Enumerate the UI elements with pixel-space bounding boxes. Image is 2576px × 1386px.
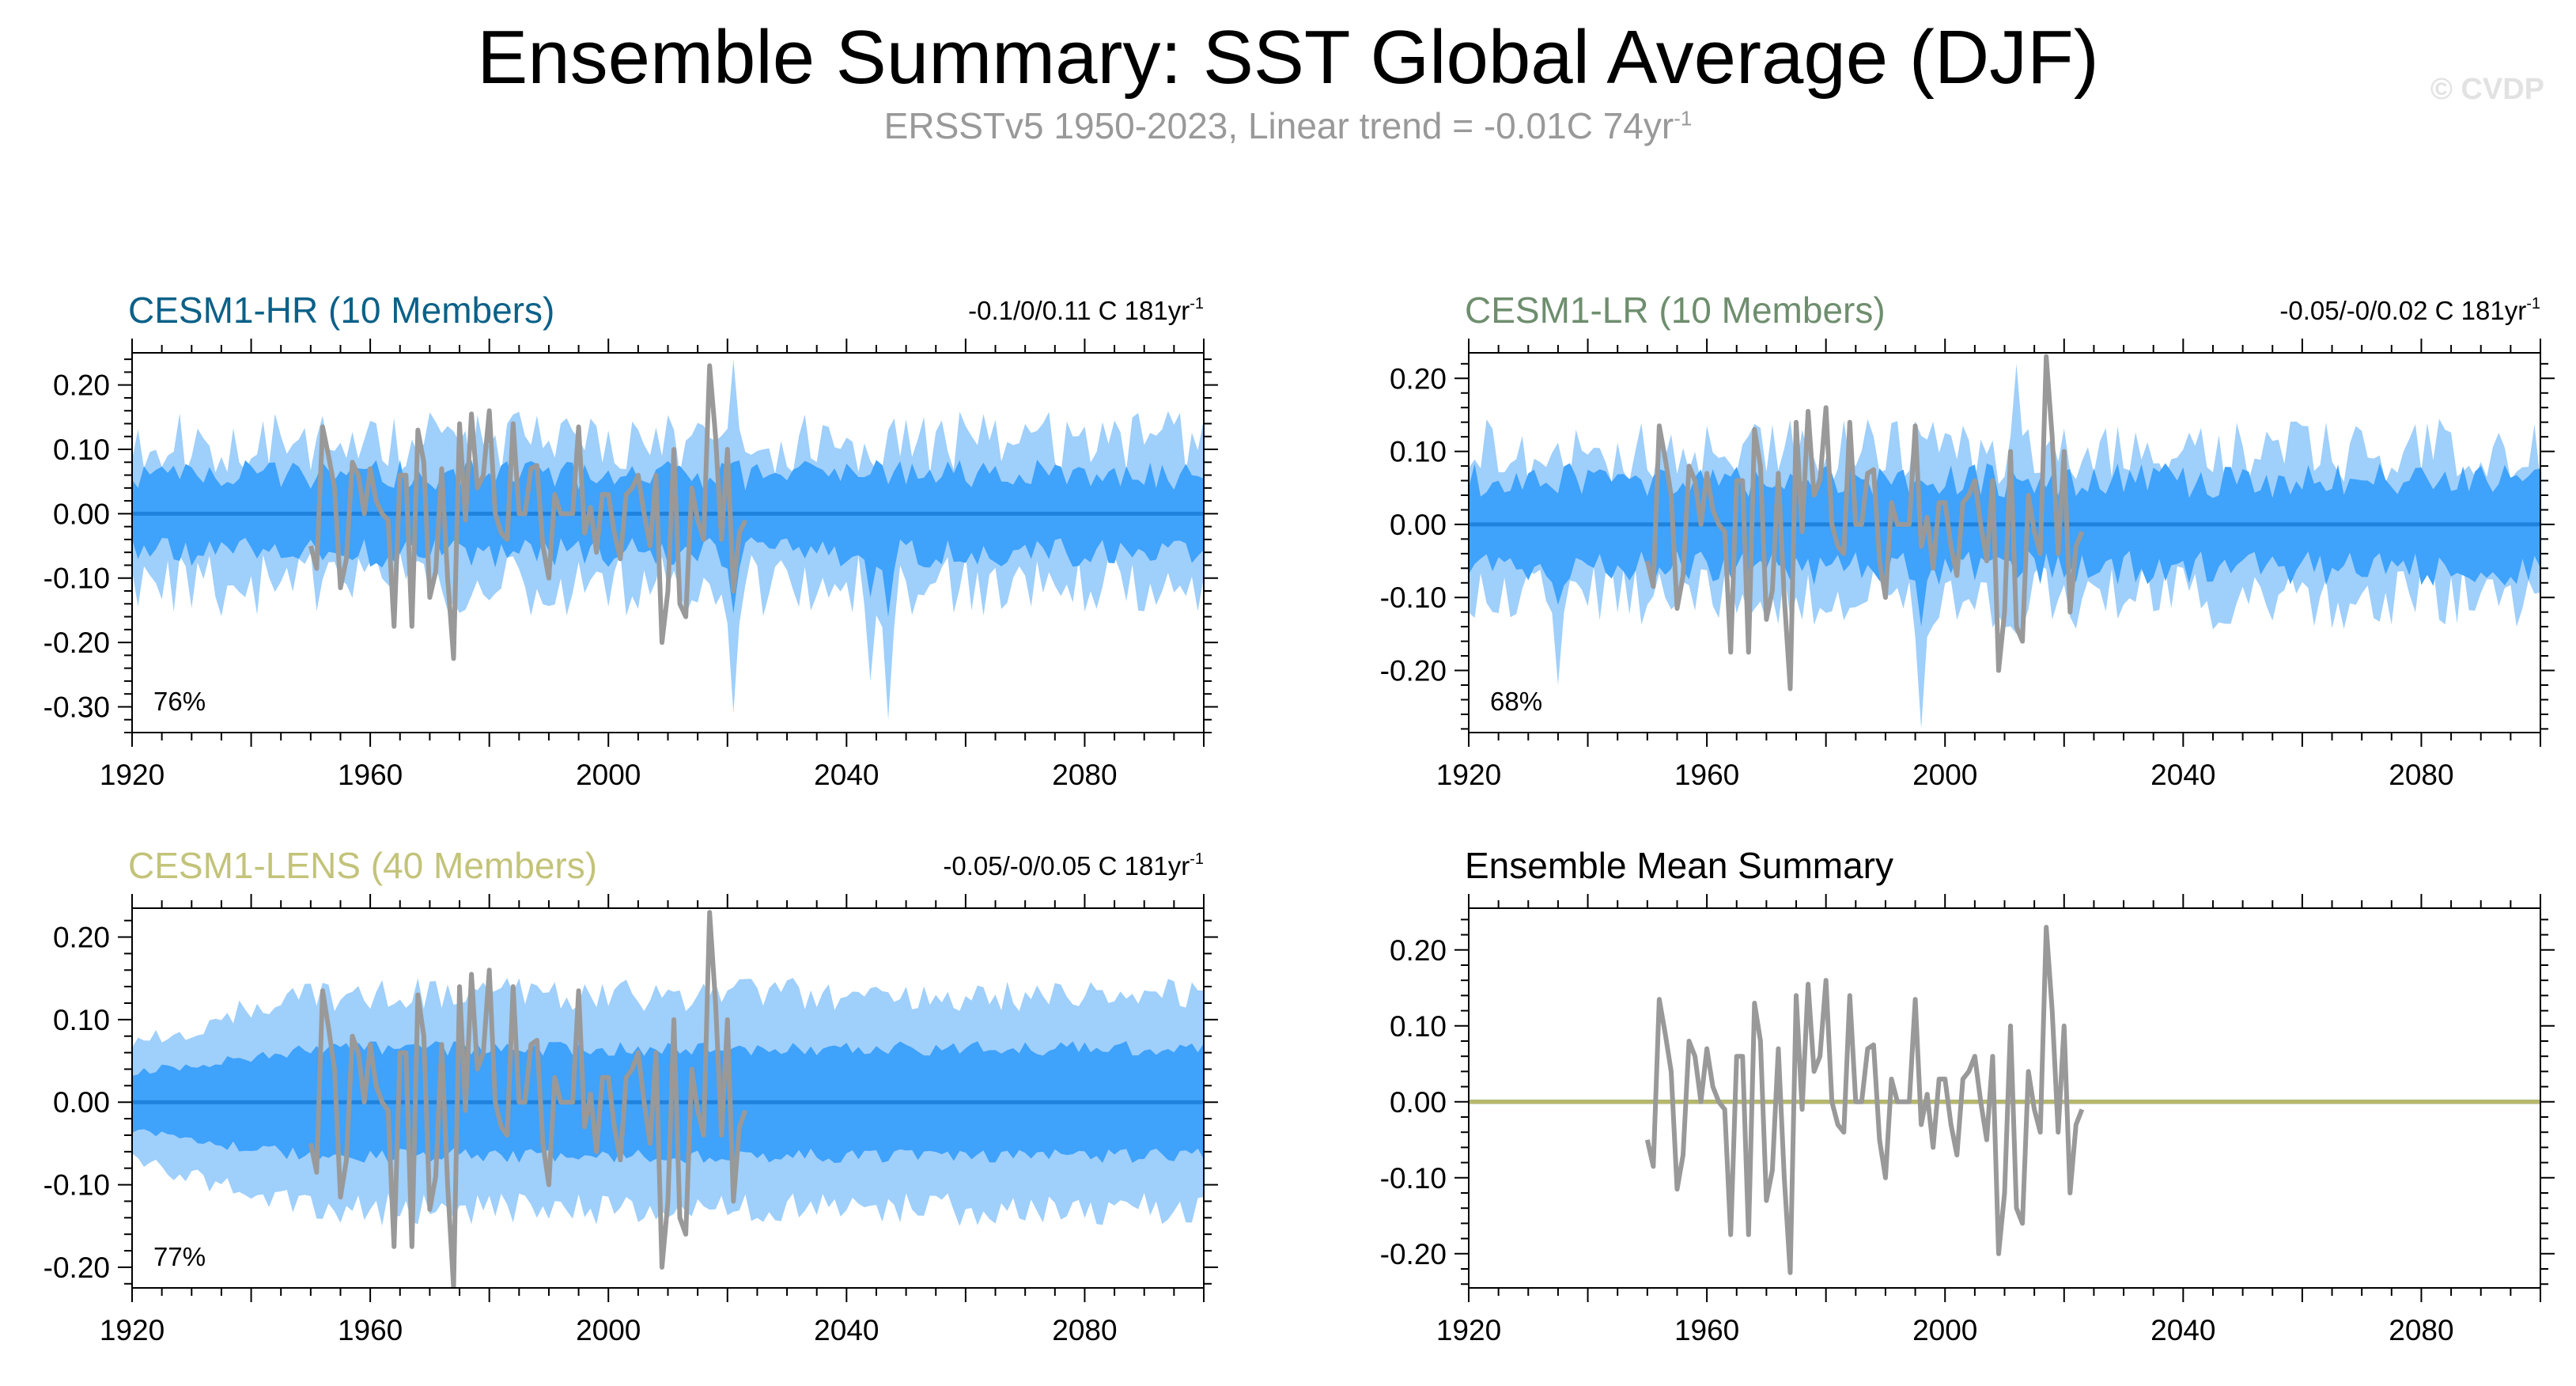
cesm1-hr-ytick-label: 0.10 [53,434,110,466]
cesm1-hr-xtick-label: 2040 [814,759,879,791]
cesm1-lr-panel: 1920 1960 2000 2040 2080 0.20 0.10 0.00 -0.10 -0.… [1380,290,2555,791]
ensemble-mean-ytick-label: 0.20 [1390,934,1447,967]
cesm1-lens-trend-stat: -0.05/-0/0.05 C 181yr-1 [943,850,1204,880]
cesm1-lens-xtick-label: 2040 [814,1314,879,1346]
cesm1-hr-plot-area [132,359,1204,720]
cesm1-hr-ytick-label: -0.10 [44,562,110,595]
cesm1-lr-ytick-label: -0.10 [1380,581,1447,614]
cesm1-hr-ytick-label: -0.20 [44,627,110,659]
cesm1-hr-percent-label: 76% [153,687,206,716]
ensemble-mean-xtick-label: 2080 [2389,1314,2453,1346]
cesm1-lr-xtick-label: 1960 [1674,759,1739,791]
cesm1-hr-panel: 1920 1960 2000 2040 2080 0.20 0.10 0.00 -0.10 -0.… [44,290,1218,791]
ensemble-mean-ytick-label: 0.00 [1390,1086,1447,1119]
ensemble-mean-observations-line [1644,925,2085,1275]
cesm1-lens-ytick-label: 0.00 [53,1086,110,1119]
cesm1-lr-observations-line [1644,354,2085,691]
cesm1-lr-ytick-label: 0.20 [1390,362,1447,395]
ensemble-mean-xtick-label: 2000 [1912,1314,1977,1346]
cesm1-lr-xtick-label: 2000 [1912,759,1977,791]
cesm1-lens-percent-label: 77% [153,1242,206,1271]
ensemble-mean-frame [1468,907,2541,1289]
cesm1-lr-ytick-label: -0.20 [1380,655,1447,687]
cesm1-lens-panel: 1920 1960 2000 2040 2080 0.20 0.10 0.00 -0.10 -0.… [44,845,1218,1346]
cesm1-hr-trend-stat: -0.1/0/0.11 C 181yr-1 [968,295,1204,325]
figure-title: Ensemble Summary: SST Global Average (DJ… [477,15,2099,100]
ensemble-mean-panel: 1920 1960 2000 2040 2080 0.20 0.10 0.00 -0.10 -0.… [1380,845,2555,1346]
cesm1-lens-xtick-label: 1920 [100,1314,165,1346]
cesm1-lens-xtick-label: 1960 [338,1314,403,1346]
cesm1-hr-xtick-label: 1920 [100,759,165,791]
ensemble-mean-xtick-label: 1920 [1436,1314,1501,1346]
cesm1-lr-percent-label: 68% [1490,687,1542,716]
cvdp-watermark: © CVDP [2430,73,2544,106]
ensemble-mean-ytick-label: -0.10 [1380,1162,1447,1195]
cesm1-hr-xtick-label: 1960 [338,759,403,791]
ensemble-mean-plot-area [1469,925,2540,1275]
cesm1-lens-ytick-label: 0.10 [53,1004,110,1036]
cesm1-lens-xtick-label: 2080 [1052,1314,1117,1346]
cesm1-lr-xtick-label: 1920 [1436,759,1501,791]
cesm1-lr-plot-area [1469,354,2540,729]
cesm1-lens-xtick-label: 2000 [576,1314,641,1346]
subtitle-superscript: -1 [1674,106,1693,131]
cesm1-lr-xtick-label: 2040 [2150,759,2215,791]
cesm1-lr-ytick-label: 0.00 [1390,509,1447,541]
ensemble-mean-title: Ensemble Mean Summary [1465,845,1893,886]
cesm1-lens-ytick-label: -0.20 [44,1252,110,1284]
ensemble-mean-xtick-label: 1960 [1674,1314,1739,1346]
cesm1-lr-trend-stat: -0.05/-0/0.02 C 181yr-1 [2279,295,2540,325]
cesm1-lens-ytick-label: 0.20 [53,922,110,954]
ensemble-mean-xtick-label: 2040 [2150,1314,2215,1346]
cesm1-lens-plot-area [132,910,1204,1288]
cesm1-lr-xtick-label: 2080 [2389,759,2453,791]
cesm1-lr-ytick-label: 0.10 [1390,436,1447,468]
cesm1-lens-ytick-label: -0.10 [44,1169,110,1202]
cesm1-hr-title: CESM1-HR (10 Members) [128,290,554,331]
cesm1-hr-ytick-label: -0.30 [44,691,110,723]
cesm1-lens-title: CESM1-LENS (40 Members) [128,845,597,886]
ensemble-mean-ytick-label: 0.10 [1390,1010,1447,1043]
cesm1-hr-ytick-label: 0.20 [53,369,110,402]
cesm1-hr-observations-line [308,363,748,661]
cesm1-lr-title: CESM1-LR (10 Members) [1465,290,1886,331]
subtitle-text: ERSSTv5 1950-2023, Linear trend = -0.01C… [883,105,1674,146]
figure-subtitle: ERSSTv5 1950-2023, Linear trend = -0.01C… [0,104,2576,147]
ensemble-mean-ytick-label: -0.20 [1380,1238,1447,1270]
cesm1-hr-ytick-label: 0.00 [53,498,110,530]
cesm1-lens-observations-line [308,910,748,1288]
cesm1-hr-xtick-label: 2000 [576,759,641,791]
cesm1-hr-xtick-label: 2080 [1052,759,1117,791]
